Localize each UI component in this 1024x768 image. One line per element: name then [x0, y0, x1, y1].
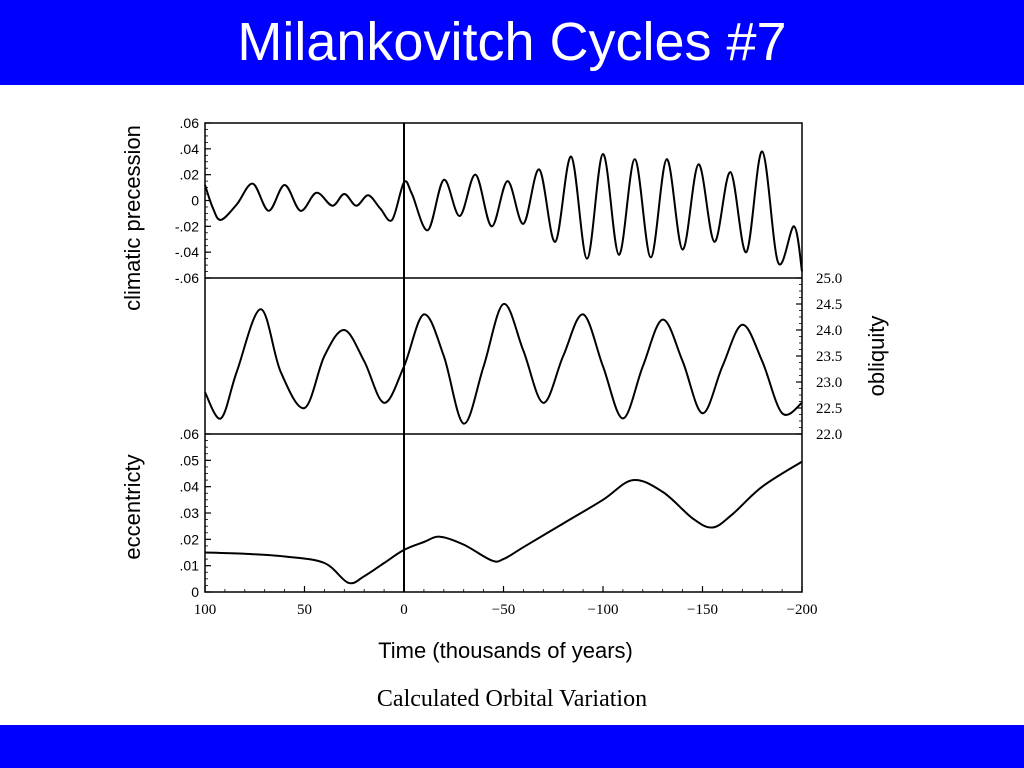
series-lines	[204, 150, 803, 585]
y-tick-label: 24.0	[816, 323, 842, 339]
y-tick-label: .05	[180, 452, 200, 468]
obliquity-axis-title: obliquity	[864, 316, 889, 397]
y-tick-label: 0	[191, 584, 199, 600]
y-tick-label: 22.0	[816, 427, 842, 443]
y-tick-label: .04	[180, 479, 200, 495]
y-tick-label: .06	[180, 426, 200, 442]
y-tick-label: 23.5	[816, 349, 842, 365]
y-tick-label: .04	[180, 141, 200, 157]
y-tick-label: 24.5	[816, 297, 842, 313]
bottom-series-line	[204, 460, 803, 585]
bottom-bar	[0, 725, 1024, 768]
slide-title: Milankovitch Cycles #7	[237, 12, 787, 72]
x-tick-label: −200	[787, 602, 818, 618]
x-tick-label: 0	[400, 602, 408, 618]
x-tick-label: −50	[492, 602, 515, 618]
y-tick-label: .02	[180, 167, 200, 183]
orbital-variation-chart: .06 .04 .02 0 -.02 -.04 -.06 25.0 24.5 24.0 23.5 23…	[120, 115, 889, 663]
chart-frame	[204, 122, 803, 593]
y-tick-label: .02	[180, 531, 200, 547]
y-tick-label: -.04	[175, 244, 199, 260]
x-tick-label: −100	[588, 602, 619, 618]
x-tick-label: −150	[687, 602, 718, 618]
plot-border	[204, 122, 803, 593]
y-tick-label: 25.0	[816, 271, 842, 287]
tick-labels: .06 .04 .02 0 -.02 -.04 -.06 25.0 24.5 24.0 23.5 23…	[175, 115, 842, 618]
x-tick-label: 100	[194, 602, 217, 618]
y-tick-label: .06	[180, 115, 200, 131]
y-tick-label: 0	[191, 193, 199, 209]
top-series-line	[204, 150, 803, 272]
axis-titles: climatic precession obliquity eccentricty T…	[120, 125, 889, 663]
x-tick-label: 50	[297, 602, 312, 618]
middle-series-line	[204, 303, 803, 425]
y-tick-label: -.02	[175, 218, 199, 234]
y-tick-label: 23.0	[816, 375, 842, 391]
y-tick-label: .01	[180, 558, 200, 574]
y-tick-label: .03	[180, 505, 200, 521]
figure-caption: Calculated Orbital Variation	[376, 686, 648, 712]
title-bar: Milankovitch Cycles #7	[0, 0, 1024, 85]
y-tick-label: -.06	[175, 270, 199, 286]
eccentricity-axis-title: eccentricty	[120, 454, 145, 559]
axis-ticks	[204, 122, 803, 593]
precession-axis-title: climatic precession	[120, 125, 145, 311]
y-tick-label: 22.5	[816, 401, 842, 417]
x-axis-title: Time (thousands of years)	[378, 638, 633, 663]
